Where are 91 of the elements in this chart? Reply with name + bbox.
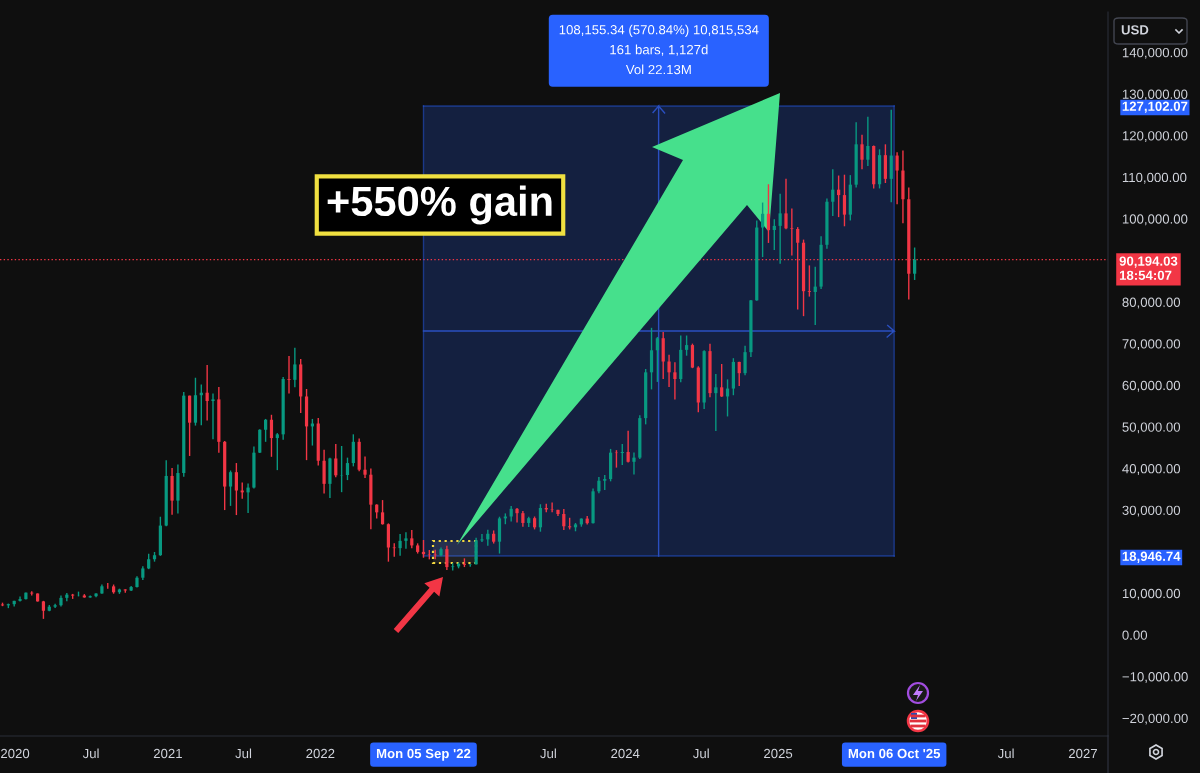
y-tick-label: 130,000.00 xyxy=(1122,89,1188,101)
candlestick xyxy=(737,361,741,387)
candlestick xyxy=(550,501,554,513)
candlestick xyxy=(772,218,776,251)
x-tick-label: 2021 xyxy=(153,748,182,759)
candlestick xyxy=(632,451,636,476)
candlestick xyxy=(673,361,677,401)
candlestick xyxy=(445,544,449,571)
candlestick xyxy=(743,345,747,376)
candlestick xyxy=(211,392,215,441)
x-tick-label: 2025 xyxy=(764,748,793,759)
y-tick-label: 127,102.07 xyxy=(1122,101,1188,113)
y-tick-label: 40,000.00 xyxy=(1122,464,1181,475)
y-tick-label: 18,946.74 xyxy=(1122,551,1181,563)
candlestick xyxy=(293,347,297,389)
candlestick xyxy=(345,456,350,481)
candlestick xyxy=(234,462,238,516)
candlestick xyxy=(761,201,765,258)
candlestick xyxy=(269,414,274,458)
candlestick xyxy=(474,537,478,566)
candlestick xyxy=(661,331,665,380)
candlestick xyxy=(538,503,543,533)
candlestick xyxy=(784,178,788,230)
ref-line-label: 90,194.03 18:54:07 xyxy=(1119,256,1178,280)
x-tick-label: 2024 xyxy=(611,748,640,759)
candlestick xyxy=(562,508,566,531)
x-tick-label: 2022 xyxy=(306,748,335,759)
candlestick xyxy=(410,529,414,550)
x-tick-label: Jul xyxy=(540,748,556,759)
candlestick xyxy=(684,334,689,357)
y-tick-label: 50,000.00 xyxy=(1122,422,1181,434)
x-tick-label: 2027 xyxy=(1068,748,1097,759)
candlestick xyxy=(889,109,893,203)
candlestick xyxy=(778,193,782,265)
x-tick-label: Mon 05 Sep '22 xyxy=(376,748,471,761)
annotation: 108,155.34 (570.84%) 10,815,534 161 bars, 1,127d Vol 22.13M xyxy=(559,24,759,75)
candlestick xyxy=(228,469,233,507)
y-tick-label: 140,000.00 xyxy=(1122,47,1188,59)
candlestick xyxy=(515,507,519,524)
x-tick-label: Jul xyxy=(692,748,709,759)
candlestick xyxy=(322,449,326,495)
x-tick-label: Jul xyxy=(82,748,99,759)
candlestick xyxy=(287,355,291,395)
candlestick xyxy=(667,354,671,388)
candlestick xyxy=(65,592,69,602)
candlestick xyxy=(720,363,724,398)
y-tick-label: 10,000.00 xyxy=(1122,588,1181,600)
candlestick xyxy=(351,433,355,468)
candlestick xyxy=(895,151,899,205)
candlestick xyxy=(766,183,771,244)
candlestick xyxy=(831,168,835,217)
y-axis-title: USD xyxy=(1121,25,1149,35)
y-tick-label: 120,000.00 xyxy=(1122,131,1188,143)
y-tick-label: 70,000.00 xyxy=(1122,339,1181,351)
candlestick xyxy=(275,432,279,471)
y-tick-label: 60,000.00 xyxy=(1122,380,1181,392)
y-tick-label: −10,000.00 xyxy=(1122,672,1188,683)
y-tick-label: 0.00 xyxy=(1122,630,1148,640)
candlestick xyxy=(690,342,695,369)
candlestick xyxy=(883,143,888,184)
x-tick-label: 2020 xyxy=(1,748,30,759)
candlestick xyxy=(497,516,502,555)
candlestick xyxy=(398,533,402,557)
x-tick-label: Jul xyxy=(997,748,1014,759)
annotation: +550% gain xyxy=(327,185,552,225)
candlestick xyxy=(363,455,367,479)
y-tick-label: 80,000.00 xyxy=(1122,297,1181,309)
candlestick xyxy=(386,522,391,563)
candlestick xyxy=(866,116,870,167)
candlestick xyxy=(913,246,917,281)
y-tick-label: 110,000.00 xyxy=(1122,172,1187,184)
x-tick-label: Jul xyxy=(235,748,252,759)
candlestick xyxy=(620,443,624,466)
y-tick-label: 100,000.00 xyxy=(1122,214,1188,226)
candlestick xyxy=(404,531,408,550)
candlestick xyxy=(655,336,659,383)
candlestick xyxy=(790,207,794,257)
candlestick xyxy=(246,482,250,514)
candlestick xyxy=(860,134,864,170)
candlestick xyxy=(626,430,630,464)
x-tick-label: Mon 06 Oct '25 xyxy=(848,748,941,759)
candlestick xyxy=(380,499,385,526)
candlestick xyxy=(264,418,268,443)
candlestick xyxy=(334,443,338,478)
candlestick xyxy=(480,533,484,543)
y-tick-label: 30,000.00 xyxy=(1122,505,1181,517)
y-tick-label: −20,000.00 xyxy=(1122,713,1188,725)
candlestick xyxy=(842,173,847,227)
candlestick xyxy=(649,327,654,391)
candlestick xyxy=(807,264,811,298)
candlestick xyxy=(714,373,718,432)
